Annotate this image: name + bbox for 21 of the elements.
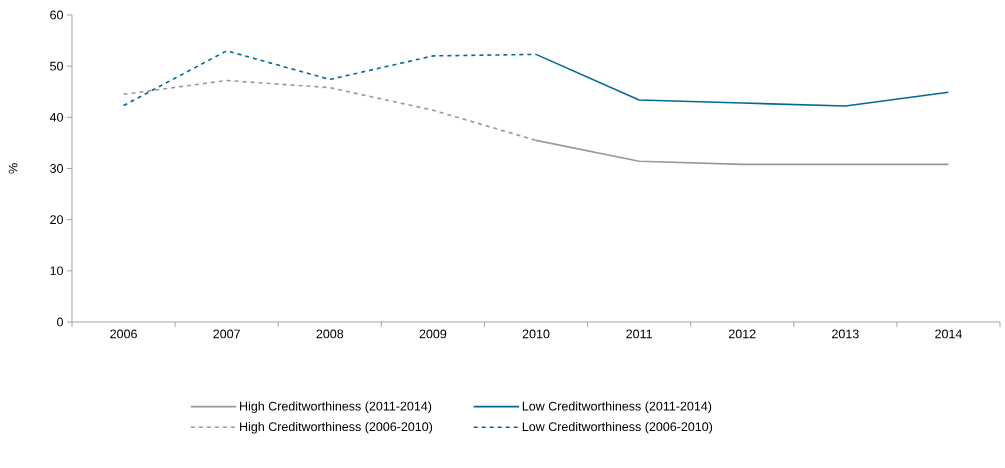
x-tick-label: 2007 <box>213 329 240 339</box>
y-tick-label: 30 <box>50 164 63 173</box>
y-tick-label: 40 <box>49 112 63 122</box>
legend-label: Low Creditworthiness (2006-2010) <box>522 421 713 434</box>
legend-label: Low Creditworthiness (2011-2014) <box>522 401 712 414</box>
y-tick-label: 10 <box>50 266 63 276</box>
x-tick-label: 2008 <box>316 329 344 339</box>
y-tick-label: 50 <box>50 61 63 71</box>
y-tick-label: 20 <box>50 215 63 225</box>
x-tick-label: 2014 <box>935 329 962 339</box>
x-tick-label: 2011 <box>626 329 652 339</box>
legend-label: High Creditworthiness (2011-2014) <box>240 401 432 414</box>
x-tick-label: 2010 <box>522 329 550 339</box>
x-tick-label: 2006 <box>110 329 137 339</box>
x-tick-label: 2012 <box>728 329 756 339</box>
y-axis-title: % <box>8 163 18 174</box>
y-tick-label: 60 <box>50 10 63 20</box>
legend-label: High Creditworthiness (2006-2010) <box>240 421 433 434</box>
y-tick-label: 0 <box>57 317 64 327</box>
x-tick-label: 2013 <box>832 329 859 339</box>
x-tick-label: 2009 <box>419 329 447 339</box>
